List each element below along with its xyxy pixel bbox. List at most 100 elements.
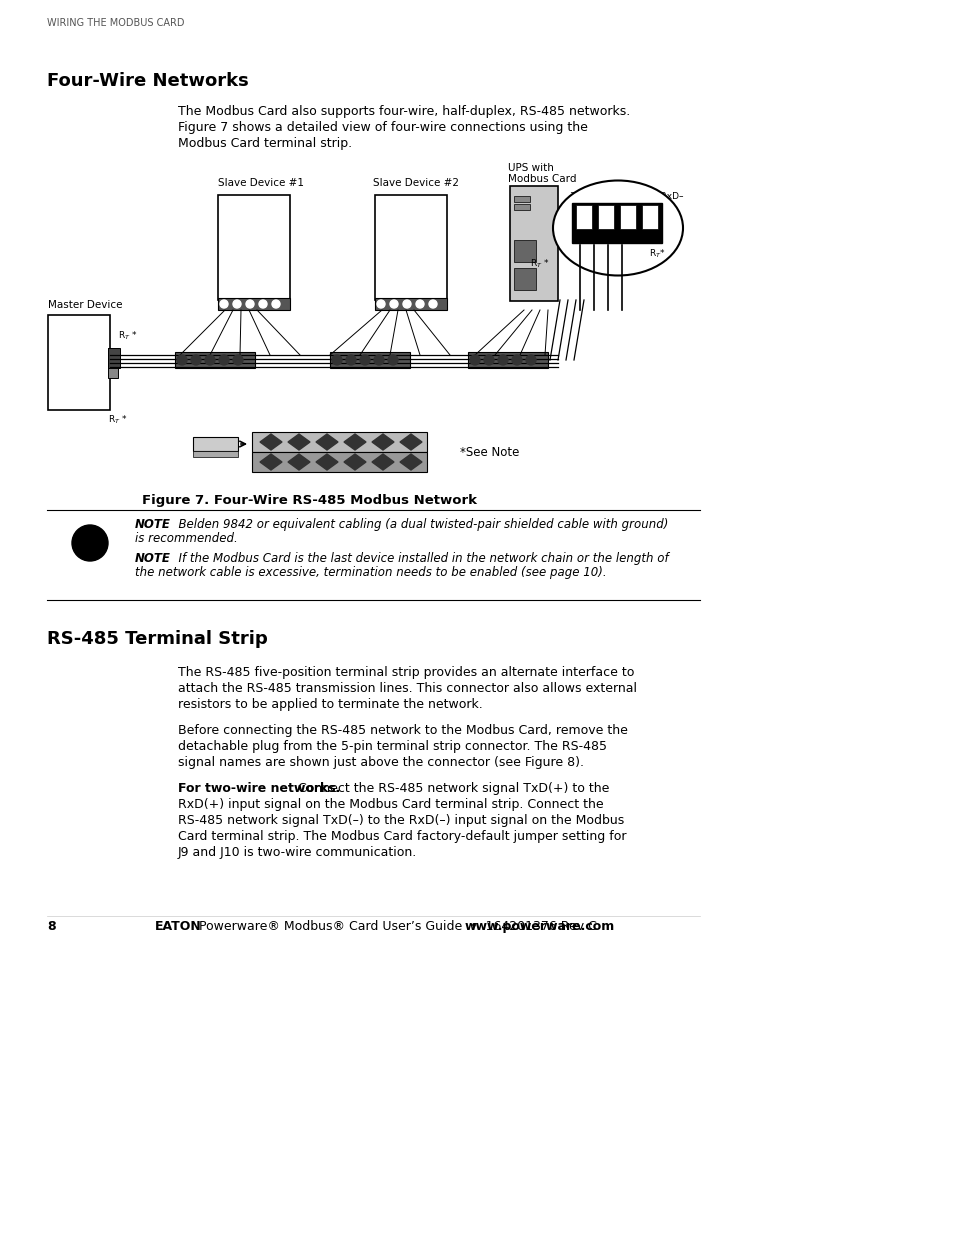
Text: Master Device: Master Device bbox=[48, 300, 122, 310]
Text: J9 and J10 is two-wire communication.: J9 and J10 is two-wire communication. bbox=[178, 846, 416, 860]
Text: www.powerware.com: www.powerware.com bbox=[464, 920, 615, 932]
Text: detachable plug from the 5-pin terminal strip connector. The RS-485: detachable plug from the 5-pin terminal … bbox=[178, 740, 606, 753]
Circle shape bbox=[470, 354, 479, 366]
Circle shape bbox=[191, 354, 201, 366]
Text: Modbus Card: Modbus Card bbox=[507, 174, 576, 184]
Bar bbox=[48, 315, 110, 410]
Text: signal names are shown just above the connector (see Figure 8).: signal names are shown just above the co… bbox=[178, 756, 583, 769]
Text: For two-wire networks.: For two-wire networks. bbox=[178, 782, 340, 795]
Circle shape bbox=[258, 300, 267, 308]
Polygon shape bbox=[344, 454, 366, 471]
Text: EATON: EATON bbox=[154, 920, 201, 932]
Text: TxD+  RxD+  TxD–  RxD–: TxD+ RxD+ TxD– RxD– bbox=[569, 191, 682, 201]
Bar bbox=[193, 451, 237, 457]
Bar bbox=[468, 352, 547, 368]
Text: NOTE: NOTE bbox=[135, 552, 171, 564]
Polygon shape bbox=[372, 433, 394, 450]
Circle shape bbox=[346, 354, 355, 366]
Polygon shape bbox=[260, 454, 282, 471]
Bar bbox=[193, 437, 237, 451]
Text: Figure 7. Four-Wire RS-485 Modbus Network: Figure 7. Four-Wire RS-485 Modbus Networ… bbox=[142, 494, 477, 508]
Text: Modbus Card terminal strip.: Modbus Card terminal strip. bbox=[178, 137, 352, 149]
Circle shape bbox=[402, 300, 411, 308]
Ellipse shape bbox=[553, 180, 682, 275]
Text: Figure 7 shows a detailed view of four-wire connections using the: Figure 7 shows a detailed view of four-w… bbox=[178, 121, 587, 135]
Circle shape bbox=[233, 354, 243, 366]
Bar bbox=[375, 298, 447, 310]
Text: Belden 9842 or equivalent cabling (a dual twisted-pair shielded cable with groun: Belden 9842 or equivalent cabling (a dua… bbox=[171, 517, 668, 531]
Circle shape bbox=[220, 300, 228, 308]
Circle shape bbox=[416, 300, 423, 308]
Text: Before connecting the RS-485 network to the Modbus Card, remove the: Before connecting the RS-485 network to … bbox=[178, 724, 627, 737]
Bar bbox=[514, 268, 536, 290]
Bar bbox=[218, 298, 290, 310]
Text: the network cable is excessive, termination needs to be enabled (see page 10).: the network cable is excessive, terminat… bbox=[135, 566, 606, 579]
Circle shape bbox=[219, 354, 229, 366]
Text: The Modbus Card also supports four-wire, half-duplex, RS-485 networks.: The Modbus Card also supports four-wire,… bbox=[178, 105, 630, 119]
Bar bbox=[330, 352, 410, 368]
Circle shape bbox=[177, 354, 187, 366]
Bar bbox=[108, 348, 118, 378]
Bar bbox=[174, 352, 254, 368]
Circle shape bbox=[332, 354, 341, 366]
Bar bbox=[598, 205, 614, 228]
Text: If the Modbus Card is the last device installed in the network chain or the leng: If the Modbus Card is the last device in… bbox=[171, 552, 668, 564]
Text: *See Note: *See Note bbox=[459, 446, 518, 459]
Text: Four-Wire Networks: Four-Wire Networks bbox=[47, 72, 249, 90]
Text: The RS-485 five-position terminal strip provides an alternate interface to: The RS-485 five-position terminal strip … bbox=[178, 666, 634, 679]
Circle shape bbox=[272, 300, 280, 308]
Polygon shape bbox=[315, 454, 337, 471]
Text: R$_T$ *: R$_T$ * bbox=[530, 258, 549, 270]
Circle shape bbox=[429, 300, 436, 308]
Text: i: i bbox=[87, 535, 93, 553]
Text: Powerware® Modbus® Card User’s Guide  •  164201376 Rev C: Powerware® Modbus® Card User’s Guide • 1… bbox=[194, 920, 600, 932]
Text: Slave Device #2: Slave Device #2 bbox=[373, 178, 458, 188]
Text: Slave Device #1: Slave Device #1 bbox=[218, 178, 304, 188]
Polygon shape bbox=[372, 454, 394, 471]
Circle shape bbox=[525, 354, 536, 366]
Circle shape bbox=[388, 354, 397, 366]
Circle shape bbox=[374, 354, 384, 366]
Circle shape bbox=[512, 354, 521, 366]
Text: RS-485 network signal TxD(–) to the RxD(–) input signal on the Modbus: RS-485 network signal TxD(–) to the RxD(… bbox=[178, 814, 623, 827]
Text: R$_T$ *: R$_T$ * bbox=[108, 412, 128, 426]
Bar bbox=[576, 205, 592, 228]
Text: UPS with: UPS with bbox=[507, 163, 554, 173]
Polygon shape bbox=[399, 433, 421, 450]
Bar bbox=[572, 203, 661, 243]
Bar bbox=[514, 240, 536, 262]
Bar bbox=[218, 195, 290, 300]
Bar bbox=[619, 205, 636, 228]
Circle shape bbox=[71, 525, 108, 561]
Bar bbox=[252, 452, 427, 472]
Bar bbox=[510, 186, 558, 301]
Text: resistors to be applied to terminate the network.: resistors to be applied to terminate the… bbox=[178, 698, 482, 711]
Bar bbox=[641, 205, 658, 228]
Circle shape bbox=[376, 300, 385, 308]
Circle shape bbox=[390, 300, 397, 308]
Polygon shape bbox=[399, 454, 421, 471]
Circle shape bbox=[497, 354, 507, 366]
Circle shape bbox=[246, 300, 253, 308]
Text: R$_T$ *: R$_T$ * bbox=[118, 330, 137, 342]
Polygon shape bbox=[344, 433, 366, 450]
Bar bbox=[375, 195, 447, 300]
Bar bbox=[514, 196, 530, 203]
Bar bbox=[252, 432, 427, 452]
Polygon shape bbox=[260, 433, 282, 450]
Text: RS-485 Terminal Strip: RS-485 Terminal Strip bbox=[47, 630, 268, 648]
Text: WIRING THE MODBUS CARD: WIRING THE MODBUS CARD bbox=[47, 19, 184, 28]
Text: 8: 8 bbox=[47, 920, 55, 932]
Bar bbox=[108, 348, 120, 368]
Polygon shape bbox=[315, 433, 337, 450]
Circle shape bbox=[483, 354, 494, 366]
Text: is recommended.: is recommended. bbox=[135, 532, 237, 545]
Circle shape bbox=[205, 354, 214, 366]
Text: RxD(+) input signal on the Modbus Card terminal strip. Connect the: RxD(+) input signal on the Modbus Card t… bbox=[178, 798, 603, 811]
Circle shape bbox=[359, 354, 370, 366]
Text: attach the RS-485 transmission lines. This connector also allows external: attach the RS-485 transmission lines. Th… bbox=[178, 682, 637, 695]
Circle shape bbox=[233, 300, 241, 308]
Text: NOTE: NOTE bbox=[135, 517, 171, 531]
Polygon shape bbox=[288, 433, 310, 450]
Bar bbox=[514, 204, 530, 210]
